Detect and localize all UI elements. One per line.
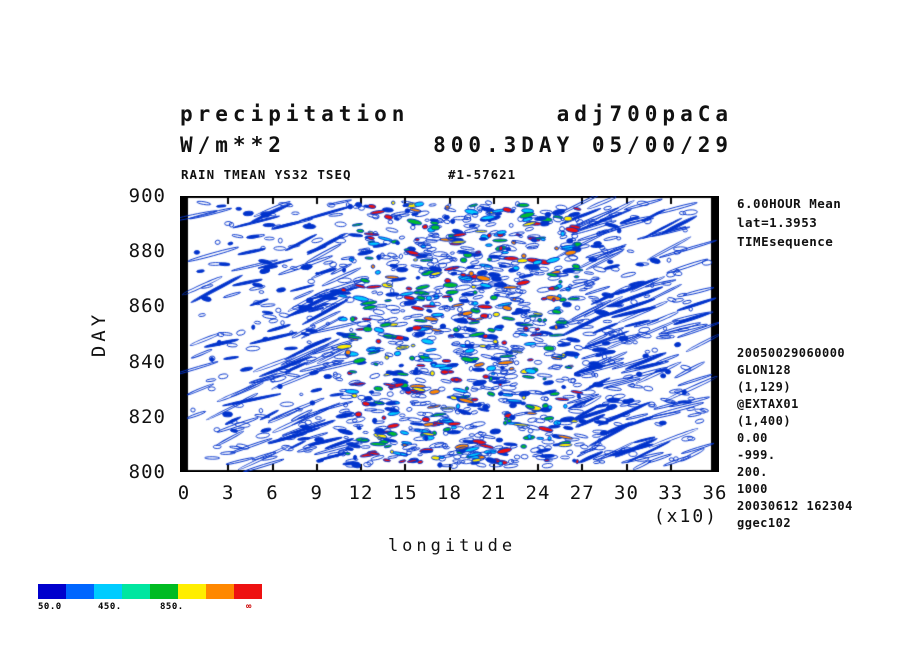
x-tick-label: 36 [702,482,728,504]
colorbar-label: 50.0 [38,602,62,612]
x-tick-label: 6 [266,482,279,504]
colorbar-label: 450. [98,602,122,612]
colorbar-segment [234,584,262,599]
time-label: 800.3DAY 05/00/29 [433,133,733,157]
annotation-line: 0.00 [737,431,768,445]
annotation-line: @EXTAX01 [737,397,799,411]
x-tick-label: 15 [392,482,418,504]
x-tick-label: 30 [614,482,639,504]
colorbar-segment [38,584,66,599]
annotation-line: -999. [737,448,776,462]
x-tick-label: 9 [310,482,323,504]
x-tick-label: 3 [222,482,235,504]
x-tick-label: 0 [177,482,191,504]
annotation-line: 200. [737,465,768,479]
colorbar-segment [66,584,94,599]
title-right: adj700paCa [556,102,733,126]
y-tick-label: 900 [128,185,166,207]
colorbar [38,584,262,599]
annotation-line: 6.00HOUR Mean [737,196,842,211]
colorbar-label: 850. [160,602,184,612]
annotation-top: 6.00HOUR Mean lat=1.3953 TIMEsequence [737,194,841,251]
meta-right: #1-57621 [448,167,517,182]
plot-canvas [180,196,719,472]
x-scale-note: (x10) [653,506,718,527]
colorbar-segment [94,584,122,599]
x-tick-label: 27 [569,482,595,504]
annotation-line: (1,129) [737,380,792,394]
x-axis-label: longitude [387,536,517,556]
x-tick-label: 18 [437,482,462,504]
colorbar-segment [150,584,178,599]
y-tick-label: 820 [128,405,166,428]
x-tick-label: 24 [525,482,551,504]
colorbar-label: ∞ [246,602,252,612]
title-row-2: W/m**2 800.3DAY 05/00/29 [180,133,733,157]
annotation-line: lat=1.3953 [737,215,818,230]
y-tick-label: 840 [128,350,166,373]
unit-label: W/m**2 [180,133,286,157]
annotation-bottom: 20050029060000 GLON128 (1,129) @EXTAX01 (1,4… [737,345,853,532]
annotation-line: 1000 [737,482,768,496]
colorbar-segment [122,584,150,599]
x-tick-label: 33 [658,482,684,504]
annotation-line: (1,400) [737,414,792,428]
x-tick-label: 21 [481,482,507,504]
y-tick-label: 880 [128,240,166,263]
y-tick-label: 860 [128,295,166,318]
title-left: precipitation [180,102,410,126]
x-tick-label: 12 [348,482,374,504]
annotation-line: GLON128 [737,363,792,377]
annotation-line: 20050029060000 [737,346,846,360]
annotation-line: 20030612 162304 [737,499,853,513]
meta-left: RAIN TMEAN YS32 TSEQ [181,167,352,182]
colorbar-segment [206,584,234,599]
title-row-1: precipitation adj700paCa [180,102,733,126]
y-tick-label: 800 [128,461,166,483]
annotation-line: TIMEsequence [737,234,834,249]
colorbar-segment [178,584,206,599]
annotation-line: ggec102 [737,516,792,530]
